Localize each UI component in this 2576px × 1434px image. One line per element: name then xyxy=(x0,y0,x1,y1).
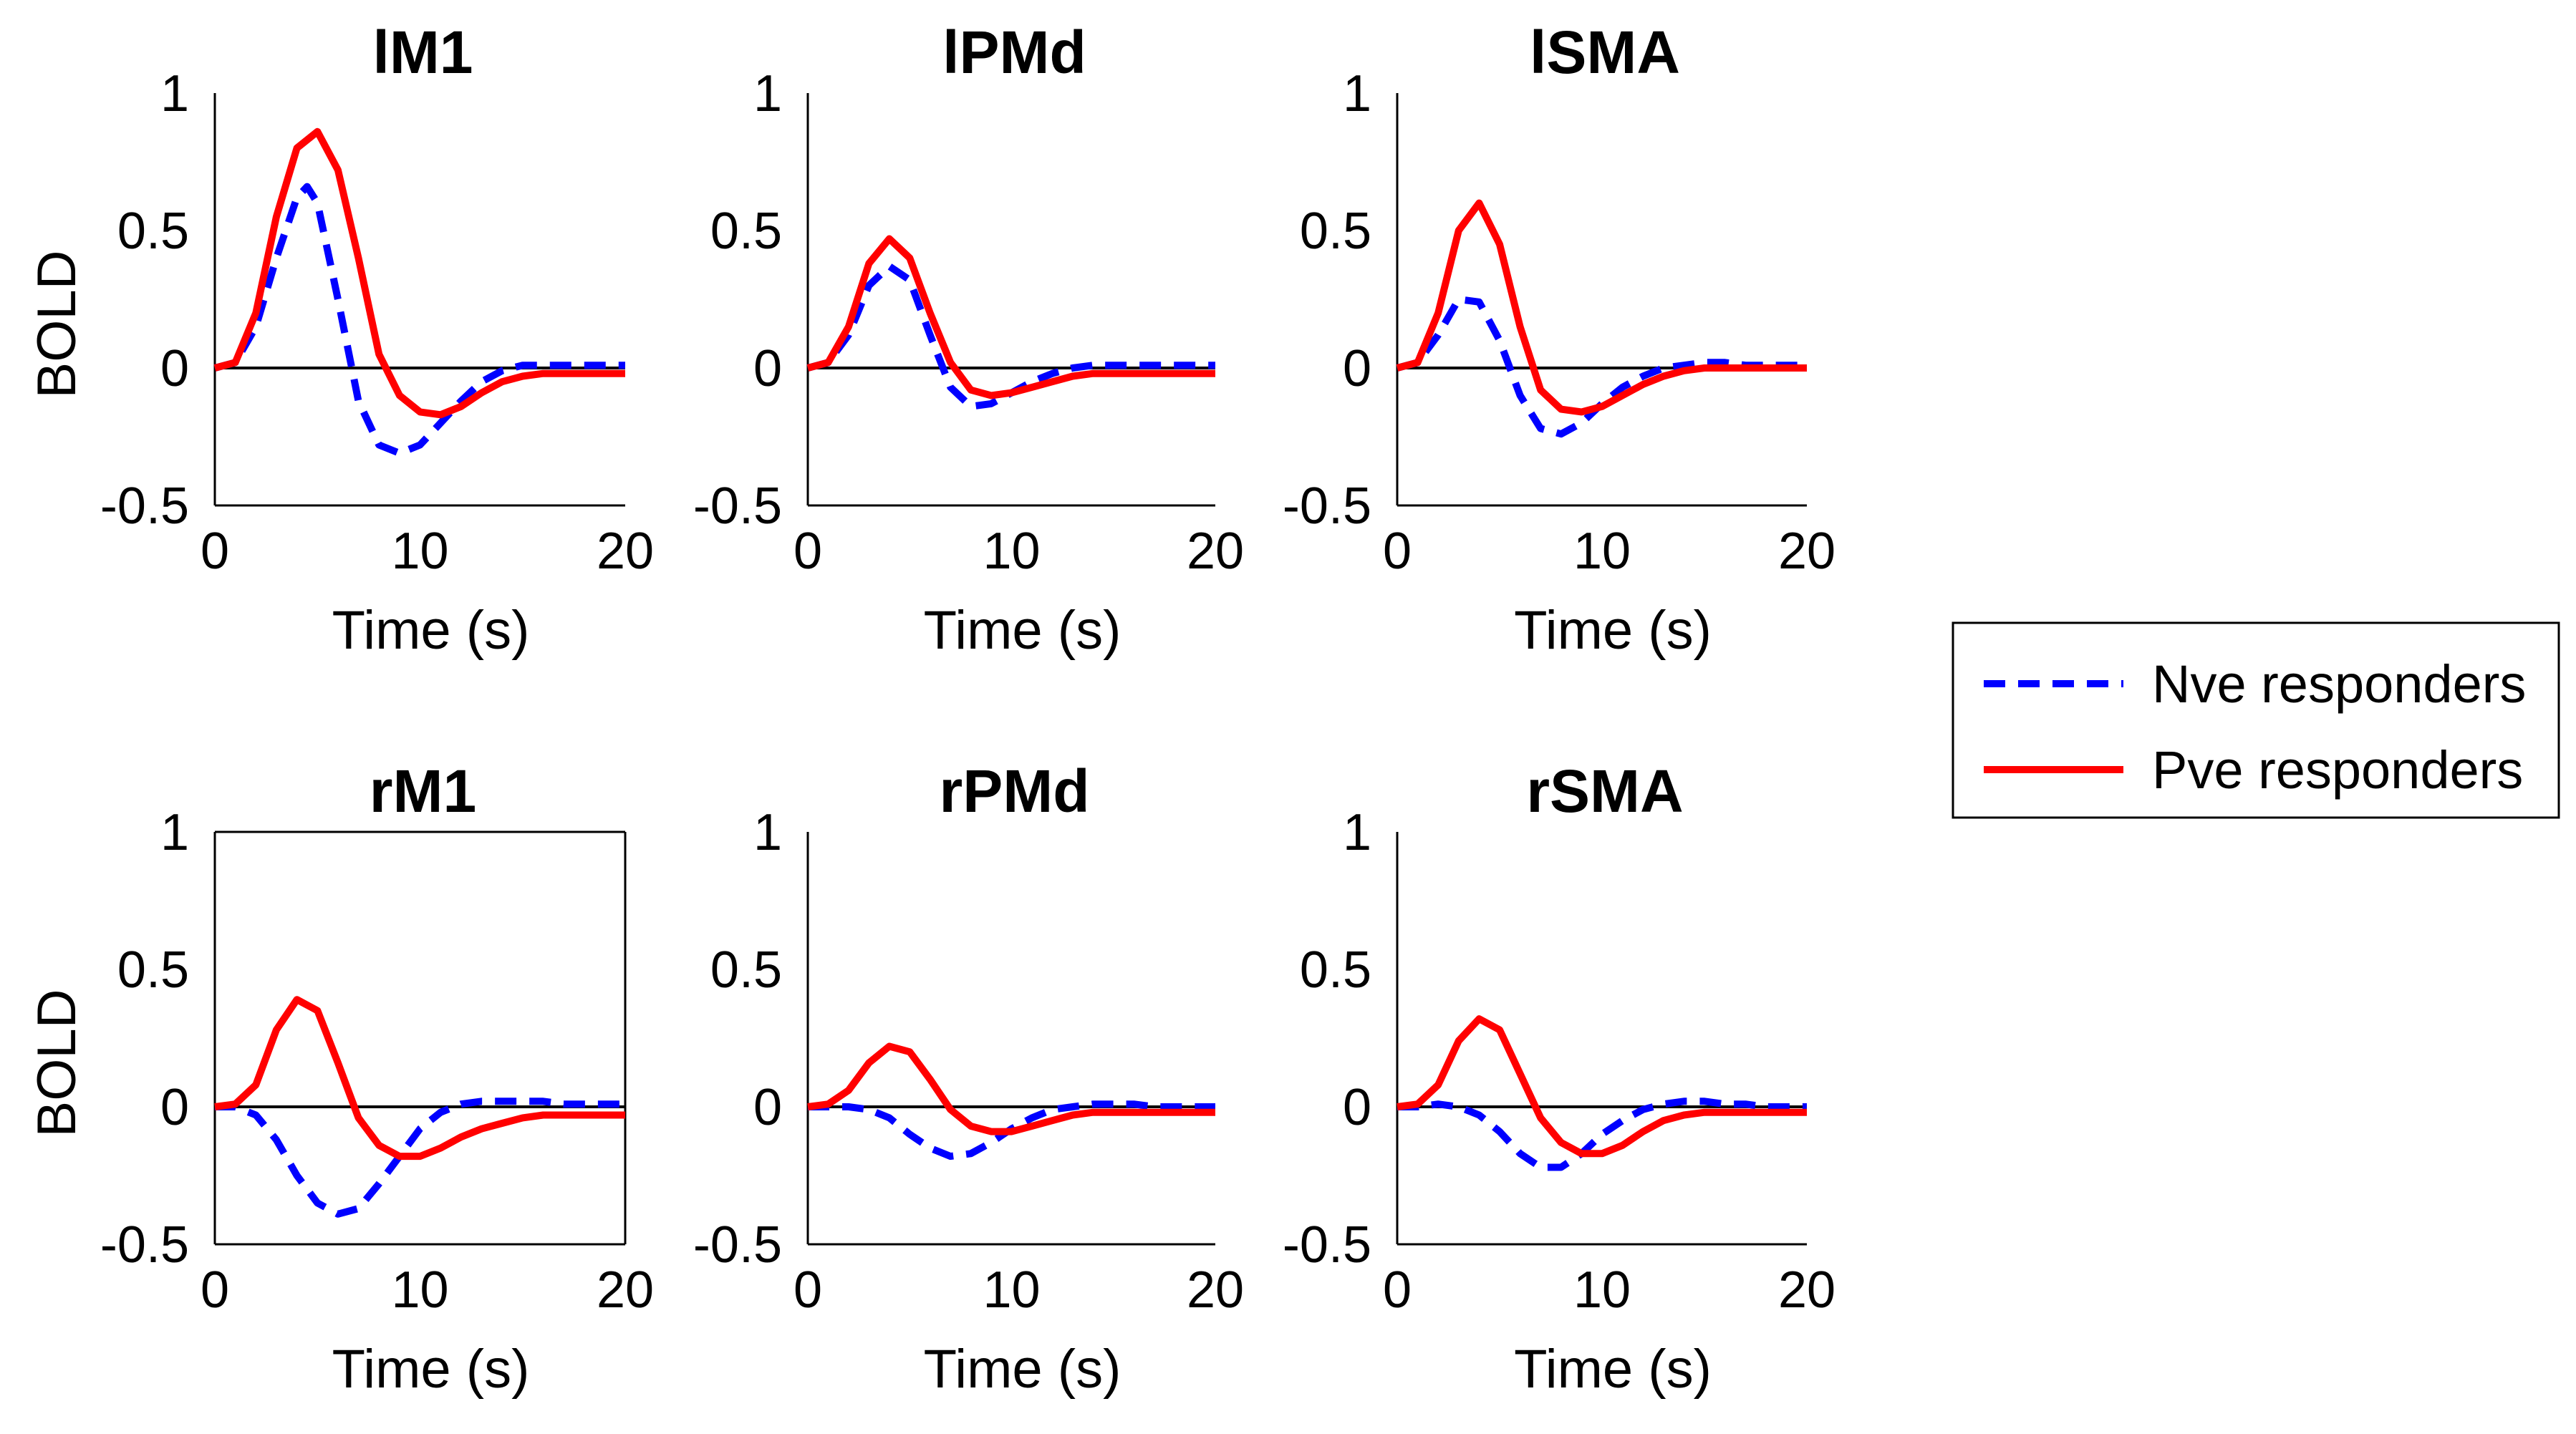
x-tick-label: 10 xyxy=(983,523,1040,580)
x-tick-label: 0 xyxy=(1383,1261,1412,1319)
legend-label: Nve responders xyxy=(2152,654,2526,714)
panel-title: rSMA xyxy=(1526,757,1683,825)
x-tick-label: 10 xyxy=(1573,523,1631,580)
x-tick-label: 0 xyxy=(1383,523,1412,580)
y-tick-label: 0 xyxy=(160,1079,189,1136)
y-axis-label: BOLD xyxy=(26,989,87,1138)
series-line-nve xyxy=(806,262,1215,410)
series-line-pve xyxy=(1396,199,1807,416)
y-tick-label: 0.5 xyxy=(117,203,189,260)
y-axis-label: BOLD xyxy=(26,251,87,399)
x-tick-label: 10 xyxy=(391,1261,448,1319)
series-line-pve xyxy=(214,996,625,1161)
panel-title: rM1 xyxy=(370,757,476,825)
y-tick-label: 0.5 xyxy=(1300,203,1371,260)
panel-title: lM1 xyxy=(372,19,473,86)
series-line-pve xyxy=(807,1042,1215,1135)
legend-label: Pve responders xyxy=(2152,740,2523,800)
y-tick-label: 0 xyxy=(753,340,782,397)
y-tick-label: 1 xyxy=(1343,65,1371,122)
panel-title: rPMd xyxy=(940,757,1090,825)
x-tick-label: 20 xyxy=(1778,1261,1835,1319)
x-axis-label: Time (s) xyxy=(1514,1339,1712,1400)
x-tick-label: 20 xyxy=(1187,1261,1244,1319)
x-axis-label: Time (s) xyxy=(1514,600,1712,661)
series-line-nve xyxy=(213,183,625,457)
x-tick-label: 10 xyxy=(1573,1261,1631,1319)
x-tick-label: 20 xyxy=(597,1261,654,1319)
y-tick-label: 1 xyxy=(1343,804,1371,861)
y-tick-label: 0.5 xyxy=(710,941,782,999)
x-axis-label: Time (s) xyxy=(924,1339,1121,1400)
y-tick-label: -0.5 xyxy=(693,1216,782,1274)
x-tick-label: 0 xyxy=(793,523,822,580)
series-line-pve xyxy=(213,127,625,419)
y-tick-label: 0 xyxy=(1343,340,1371,397)
x-axis-label: Time (s) xyxy=(332,600,530,661)
y-tick-label: 1 xyxy=(160,65,189,122)
y-tick-label: 0 xyxy=(160,340,189,397)
series-line-nve xyxy=(215,1098,625,1218)
y-tick-label: -0.5 xyxy=(1283,1216,1371,1274)
x-tick-label: 20 xyxy=(597,523,654,580)
x-tick-label: 20 xyxy=(1778,523,1835,580)
panel-title: lSMA xyxy=(1530,19,1680,86)
y-tick-label: 0.5 xyxy=(1300,941,1371,999)
y-tick-label: 1 xyxy=(753,65,782,122)
y-tick-label: 0 xyxy=(753,1079,782,1136)
y-tick-label: 0.5 xyxy=(117,941,189,999)
y-tick-label: 1 xyxy=(160,804,189,861)
series-line-nve xyxy=(1396,296,1807,438)
series-line-pve xyxy=(1396,1015,1807,1158)
y-tick-label: 0 xyxy=(1343,1079,1371,1136)
x-axis-label: Time (s) xyxy=(332,1339,530,1400)
y-tick-label: -0.5 xyxy=(693,478,782,535)
y-tick-label: 0.5 xyxy=(710,203,782,260)
x-tick-label: 0 xyxy=(793,1261,822,1319)
x-tick-label: 0 xyxy=(201,1261,229,1319)
series-line-pve xyxy=(806,235,1215,399)
legend: Nve responders Pve responders xyxy=(1952,621,2560,819)
y-tick-label: -0.5 xyxy=(1283,478,1371,535)
legend-box xyxy=(1952,621,2560,819)
x-tick-label: 10 xyxy=(391,523,448,580)
y-tick-label: 1 xyxy=(753,804,782,861)
y-tick-label: -0.5 xyxy=(100,478,189,535)
x-axis-label: Time (s) xyxy=(924,600,1121,661)
x-tick-label: 0 xyxy=(201,523,229,580)
panel-title: lPMd xyxy=(942,19,1086,86)
x-tick-label: 10 xyxy=(983,1261,1040,1319)
y-tick-label: -0.5 xyxy=(100,1216,189,1274)
series-line-nve xyxy=(1397,1098,1807,1171)
x-tick-label: 20 xyxy=(1187,523,1244,580)
